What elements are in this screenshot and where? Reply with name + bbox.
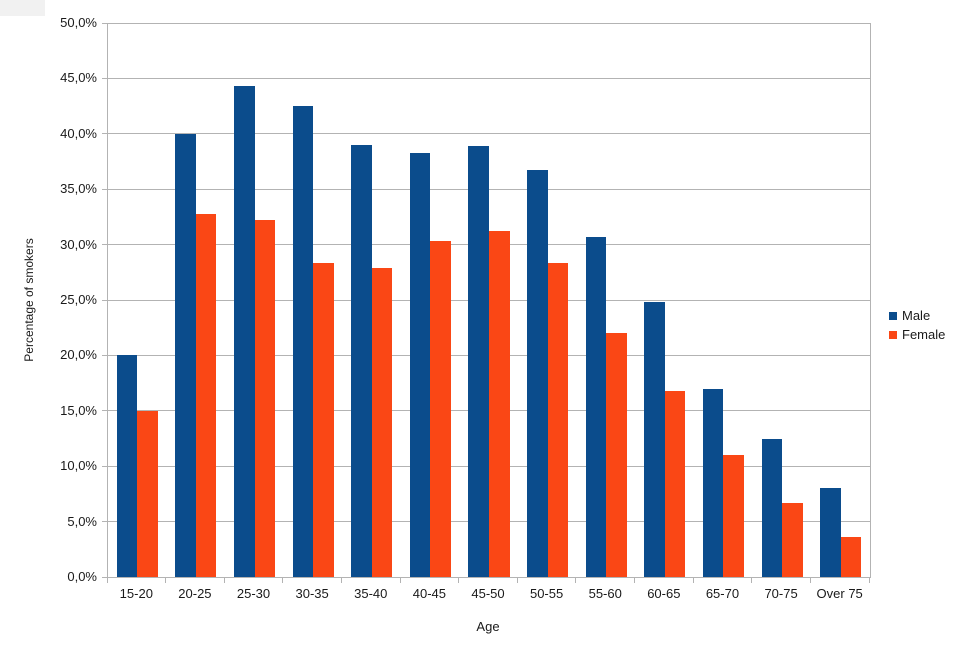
male-series-label: Male — [902, 308, 931, 323]
legend-item-male: Male — [889, 308, 945, 323]
x-tick-2 — [223, 578, 225, 583]
y-tick-label-0: 0,0% — [67, 569, 97, 584]
bar-female-15-20 — [137, 410, 158, 577]
x-tick-label-70-75: 70-75 — [764, 586, 798, 601]
legend-item-female: Female — [889, 327, 945, 342]
x-tick-label-30-35: 30-35 — [295, 586, 329, 601]
x-tick-9 — [634, 578, 636, 583]
y-tick-0 — [102, 576, 107, 578]
y-tick-5 — [102, 521, 107, 523]
x-tick-label-60-65: 60-65 — [647, 586, 681, 601]
y-tick-label-30: 30,0% — [60, 236, 97, 252]
legend: Male Female — [889, 308, 945, 346]
y-tick-30 — [102, 244, 107, 246]
y-tick-15 — [102, 410, 107, 412]
y-tick-label-25: 25,0% — [60, 292, 97, 307]
bar-male-Over 75 — [820, 488, 841, 577]
y-tick-label-15: 15,0% — [60, 402, 97, 418]
bar-male-20-25 — [175, 133, 196, 577]
x-tick-4 — [340, 578, 342, 583]
x-tick-label-25-30: 25-30 — [236, 586, 271, 601]
male-series-swatch — [889, 311, 897, 320]
x-tick-label-Over 75: Over 75 — [816, 586, 863, 601]
y-tick-40 — [102, 133, 107, 135]
gridline-45 — [108, 77, 870, 79]
bar-female-Over 75 — [840, 537, 862, 577]
x-axis-title: Age — [476, 619, 500, 634]
bar-male-30-35 — [292, 106, 314, 577]
bar-male-45-50 — [468, 146, 489, 577]
bar-female-35-40 — [371, 267, 393, 577]
bar-male-65-70 — [702, 388, 724, 577]
x-tick-10 — [692, 578, 694, 583]
bar-male-35-40 — [351, 144, 372, 577]
x-tick-label-55-60: 55-60 — [588, 586, 622, 601]
bar-male-40-45 — [409, 152, 431, 577]
bar-female-70-75 — [782, 502, 803, 577]
x-tick-5 — [399, 578, 401, 583]
y-tick-50 — [102, 22, 107, 24]
plot-area — [107, 22, 871, 578]
y-tick-45 — [102, 77, 107, 79]
bar-male-60-65 — [644, 302, 665, 577]
bar-male-70-75 — [761, 438, 783, 577]
y-tick-label-5: 5,0% — [67, 513, 97, 529]
x-tick-13 — [868, 578, 870, 583]
bar-female-50-55 — [547, 263, 569, 577]
x-tick-label-20-25: 20-25 — [178, 586, 212, 601]
x-tick-8 — [575, 578, 577, 583]
x-tick-label-40-45: 40-45 — [412, 586, 446, 601]
bar-female-30-35 — [313, 263, 334, 577]
bar-female-45-50 — [489, 231, 510, 577]
x-tick-label-35-40: 35-40 — [354, 586, 388, 601]
x-tick-7 — [516, 578, 518, 583]
x-tick-0 — [106, 578, 108, 583]
bar-female-55-60 — [606, 333, 627, 577]
bar-female-40-45 — [430, 241, 451, 577]
y-tick-label-20: 20,0% — [60, 347, 97, 363]
y-tick-label-40: 40,0% — [60, 125, 97, 141]
x-tick-label-45-50: 45-50 — [471, 586, 505, 601]
female-series-label: Female — [902, 327, 946, 342]
gridline-50 — [108, 22, 870, 24]
x-tick-label-65-70: 65-70 — [705, 586, 740, 601]
female-series-swatch — [889, 330, 897, 339]
bar-male-15-20 — [116, 355, 138, 577]
x-tick-12 — [809, 578, 811, 583]
bar-male-55-60 — [585, 236, 607, 577]
x-tick-1 — [165, 578, 167, 583]
gridline-35 — [108, 188, 870, 190]
y-tick-20 — [102, 354, 107, 356]
bar-female-25-30 — [254, 220, 276, 577]
x-tick-6 — [458, 578, 460, 583]
bar-female-60-65 — [664, 390, 686, 577]
y-tick-10 — [102, 465, 107, 467]
bar-male-25-30 — [234, 86, 255, 577]
y-tick-label-50: 50,0% — [60, 15, 97, 30]
y-tick-35 — [102, 188, 107, 190]
y-tick-25 — [102, 299, 107, 301]
y-tick-label-45: 45,0% — [60, 70, 97, 86]
bar-male-50-55 — [527, 170, 548, 577]
x-tick-label-15-20: 15-20 — [119, 586, 153, 601]
x-tick-label-50-55: 50-55 — [529, 586, 564, 601]
screen-corner-artifact — [0, 0, 45, 16]
bar-female-65-70 — [723, 455, 744, 577]
y-tick-label-35: 35,0% — [60, 181, 97, 197]
gridline-40 — [108, 133, 870, 135]
y-tick-label-10: 10,0% — [60, 458, 97, 474]
x-tick-11 — [751, 578, 753, 583]
bar-female-20-25 — [195, 213, 217, 577]
x-tick-3 — [282, 578, 284, 583]
